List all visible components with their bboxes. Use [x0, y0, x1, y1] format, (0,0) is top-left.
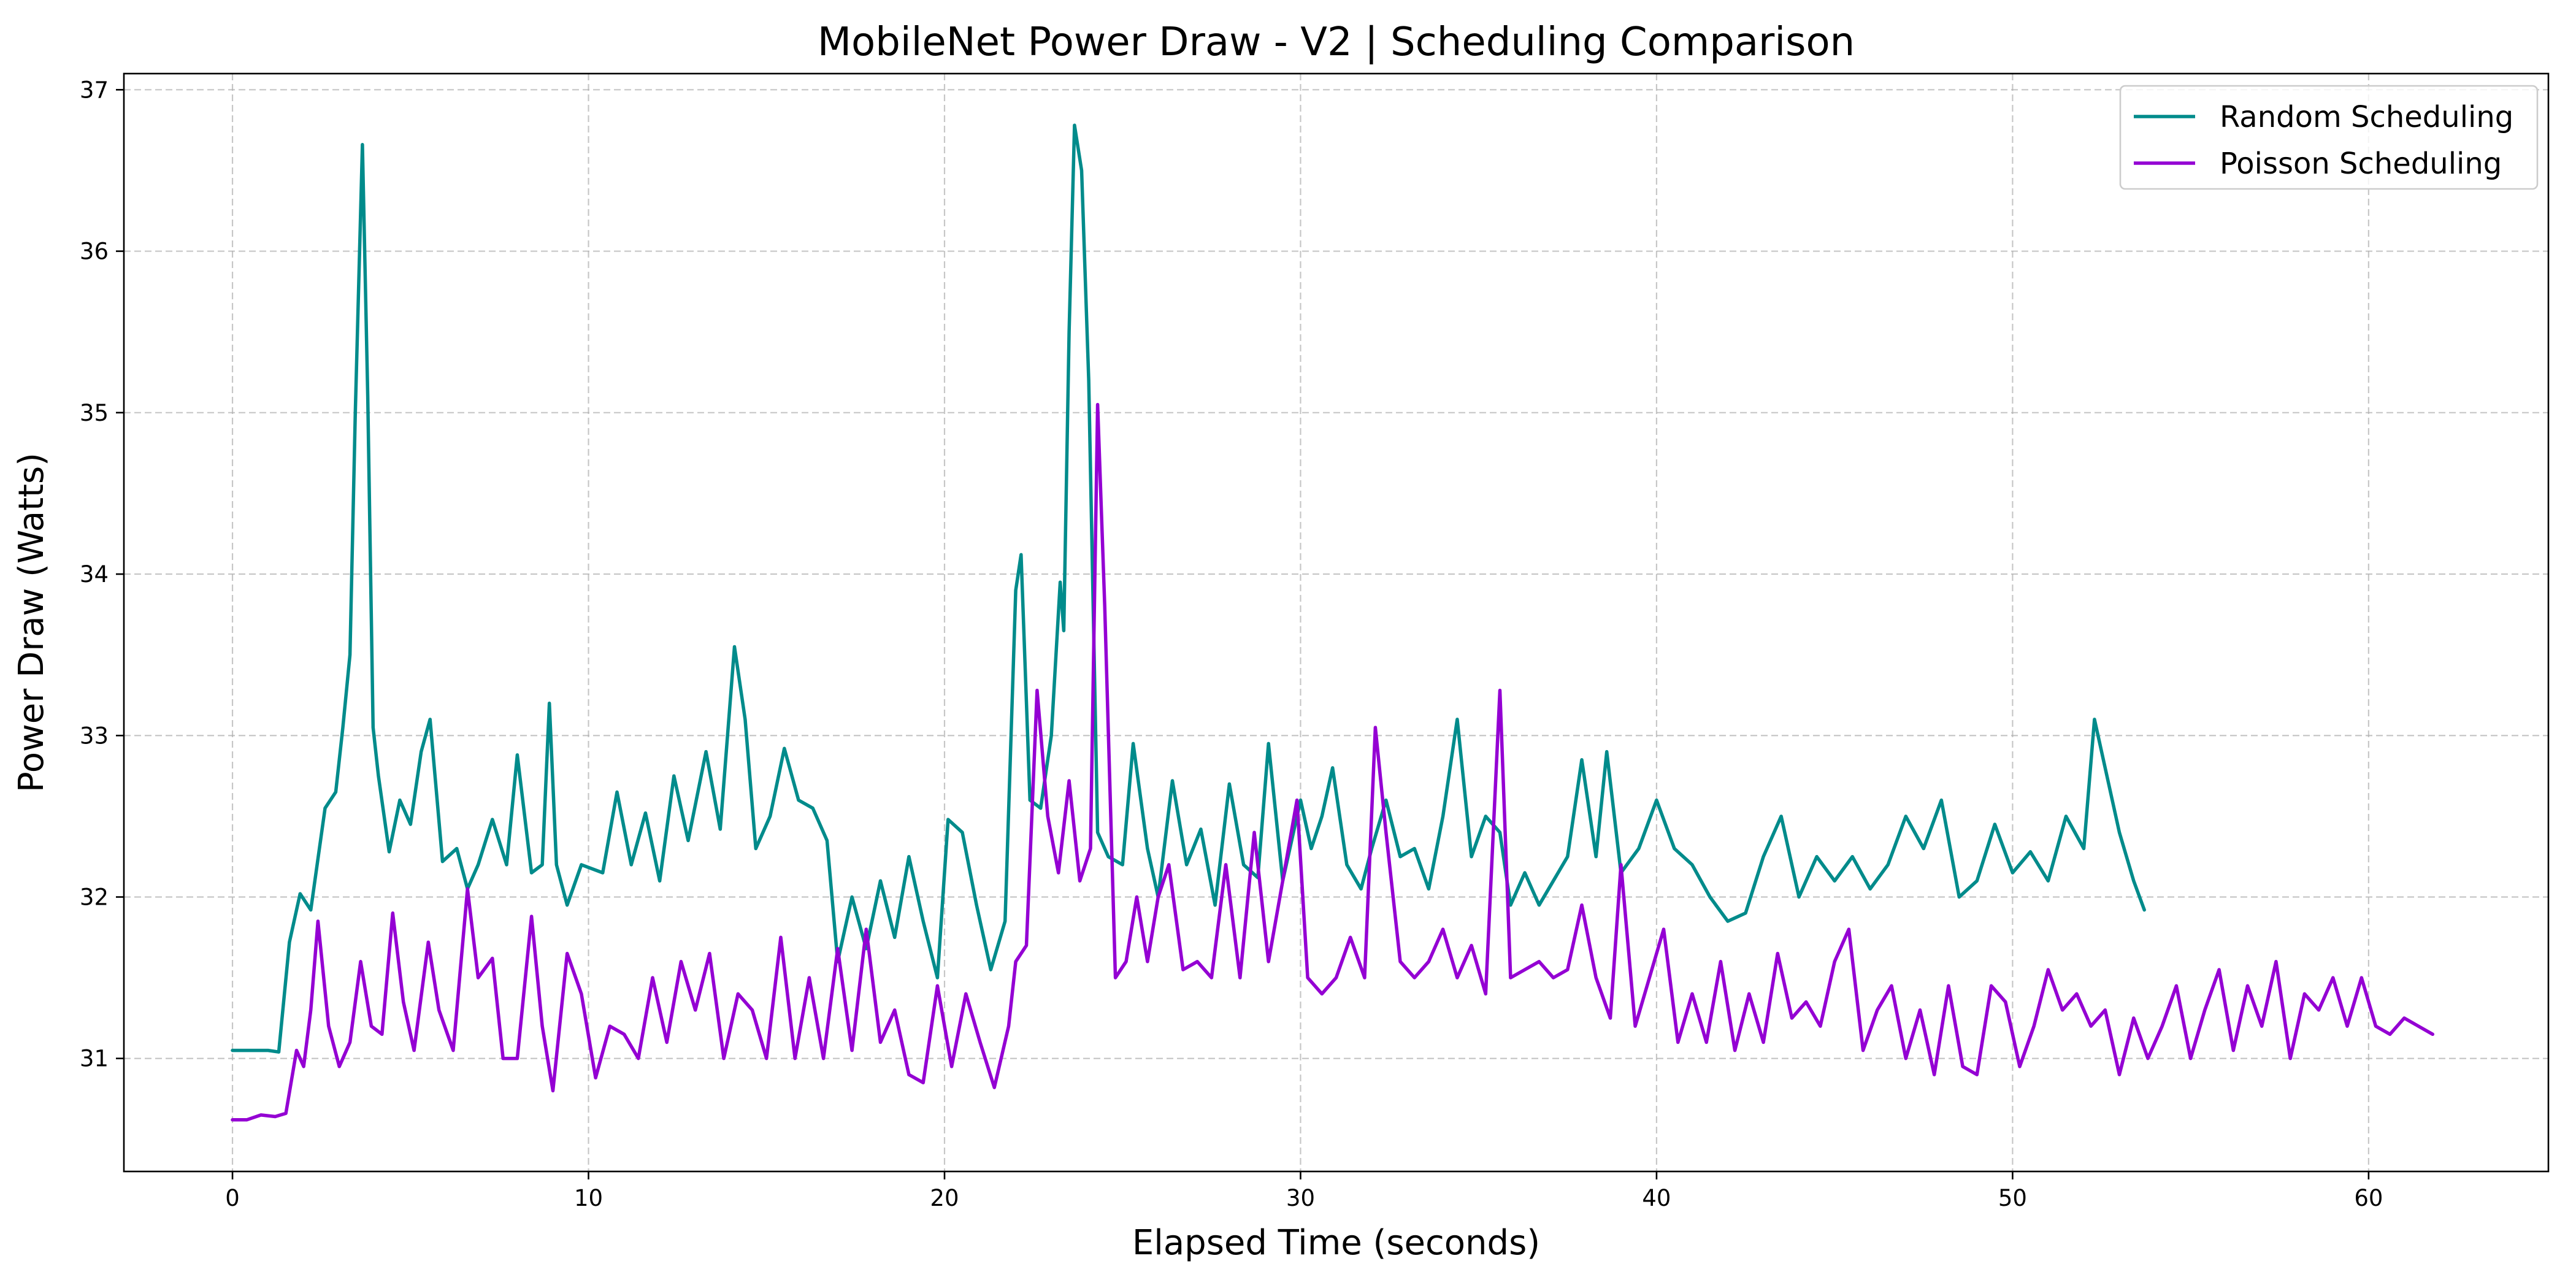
x-axis-title: Elapsed Time (seconds) [1132, 1223, 1540, 1263]
x-tick-label: 20 [930, 1185, 959, 1211]
x-tick-label: 0 [225, 1185, 240, 1211]
grid [124, 74, 2548, 1171]
x-tick-label: 30 [1286, 1185, 1315, 1211]
series-line-random-scheduling [231, 123, 2146, 1054]
y-tick-label: 33 [80, 723, 109, 749]
series-layer [231, 123, 2435, 1122]
y-tick-label: 32 [80, 884, 109, 911]
y-tick-label: 31 [80, 1046, 109, 1072]
axes-frame [123, 72, 2550, 1173]
legend: Random Scheduling Poisson Scheduling [2119, 85, 2539, 190]
x-tick-label: 10 [574, 1185, 603, 1211]
x-tick-label: 40 [1642, 1185, 1671, 1211]
chart-title: MobileNet Power Draw - V2 | Scheduling C… [818, 20, 1855, 65]
x-tick-label: 60 [2354, 1185, 2383, 1211]
y-tick-label: 36 [80, 239, 109, 265]
y-axis-title: Power Draw (Watts) [12, 453, 52, 792]
x-tick-label: 50 [1998, 1185, 2027, 1211]
legend-label-poisson-scheduling: Poisson Scheduling [2220, 147, 2502, 181]
series-line-poisson-scheduling [231, 402, 2435, 1122]
legend-box [2119, 85, 2539, 190]
ticks: 0 10 20 30 40 50 60 31 32 33 34 35 36 37 [80, 77, 2383, 1211]
y-tick-label: 37 [80, 77, 109, 103]
y-tick-label: 34 [80, 561, 109, 588]
y-tick-label: 35 [80, 400, 109, 426]
legend-label-random-scheduling: Random Scheduling [2220, 100, 2513, 134]
